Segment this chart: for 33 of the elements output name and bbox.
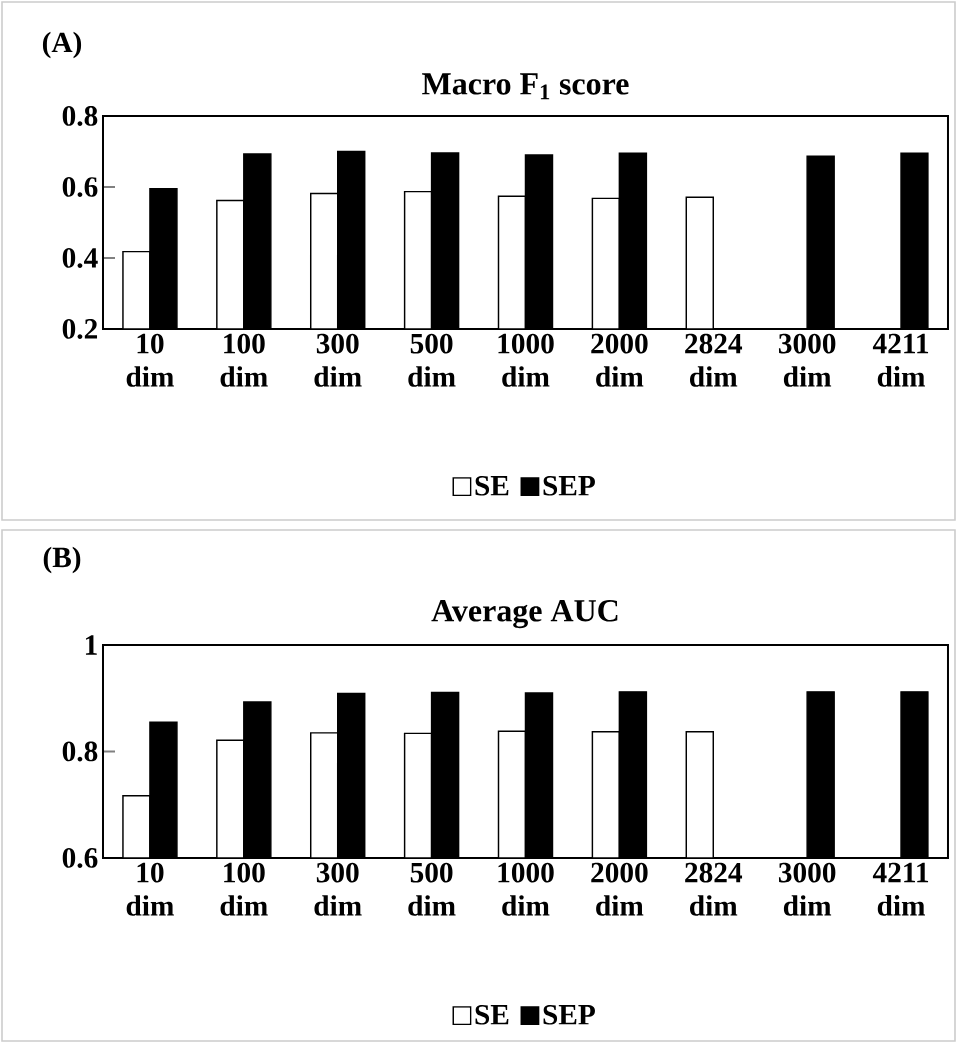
x-tick-label: 2824 dim: [685, 862, 743, 916]
legend-label: SE: [475, 1004, 509, 1025]
legend-label: SEP: [543, 1004, 595, 1025]
y-tick-label: 0.4: [62, 248, 98, 268]
x-tick-label: 2000 dim: [591, 333, 648, 387]
y-tick-label: 0.6: [62, 848, 98, 868]
x-tick-label: 3000 dim: [778, 333, 836, 387]
x-tick-label: 2824 dim: [685, 333, 743, 387]
y-tick-label: 1: [85, 635, 97, 655]
text: (B): [43, 546, 81, 574]
legend-label: SEP: [543, 475, 595, 496]
y-tick-label: 0.8: [62, 106, 98, 126]
x-tick-label: 10 dim: [126, 862, 174, 916]
x-tick-label: 1000 dim: [498, 333, 554, 387]
x-tick-label: 500 dim: [408, 333, 456, 387]
x-tick-label: 100 dim: [220, 862, 268, 916]
legend-label: SE: [475, 475, 509, 496]
x-tick-label: 4211 dim: [872, 333, 929, 387]
x-tick-label: 10 dim: [126, 333, 174, 387]
y-tick-label: 0.2: [62, 319, 98, 339]
x-tick-label: 300 dim: [314, 862, 362, 916]
chart-title: Average AUC: [431, 600, 618, 629]
x-tick-label: 100 dim: [220, 333, 268, 387]
x-tick-label: 4211 dim: [872, 862, 929, 916]
chart-title: Macro F$_{1}$ score: [422, 73, 629, 100]
text: (A): [42, 31, 82, 59]
x-tick-label: 300 dim: [314, 333, 362, 387]
x-tick-label: 2000 dim: [591, 862, 648, 916]
x-tick-label: 3000 dim: [778, 862, 836, 916]
x-tick-label: 500 dim: [408, 862, 456, 916]
y-tick-label: 0.6: [62, 177, 98, 197]
x-tick-label: 1000 dim: [498, 862, 554, 916]
y-tick-label: 0.8: [62, 741, 98, 762]
